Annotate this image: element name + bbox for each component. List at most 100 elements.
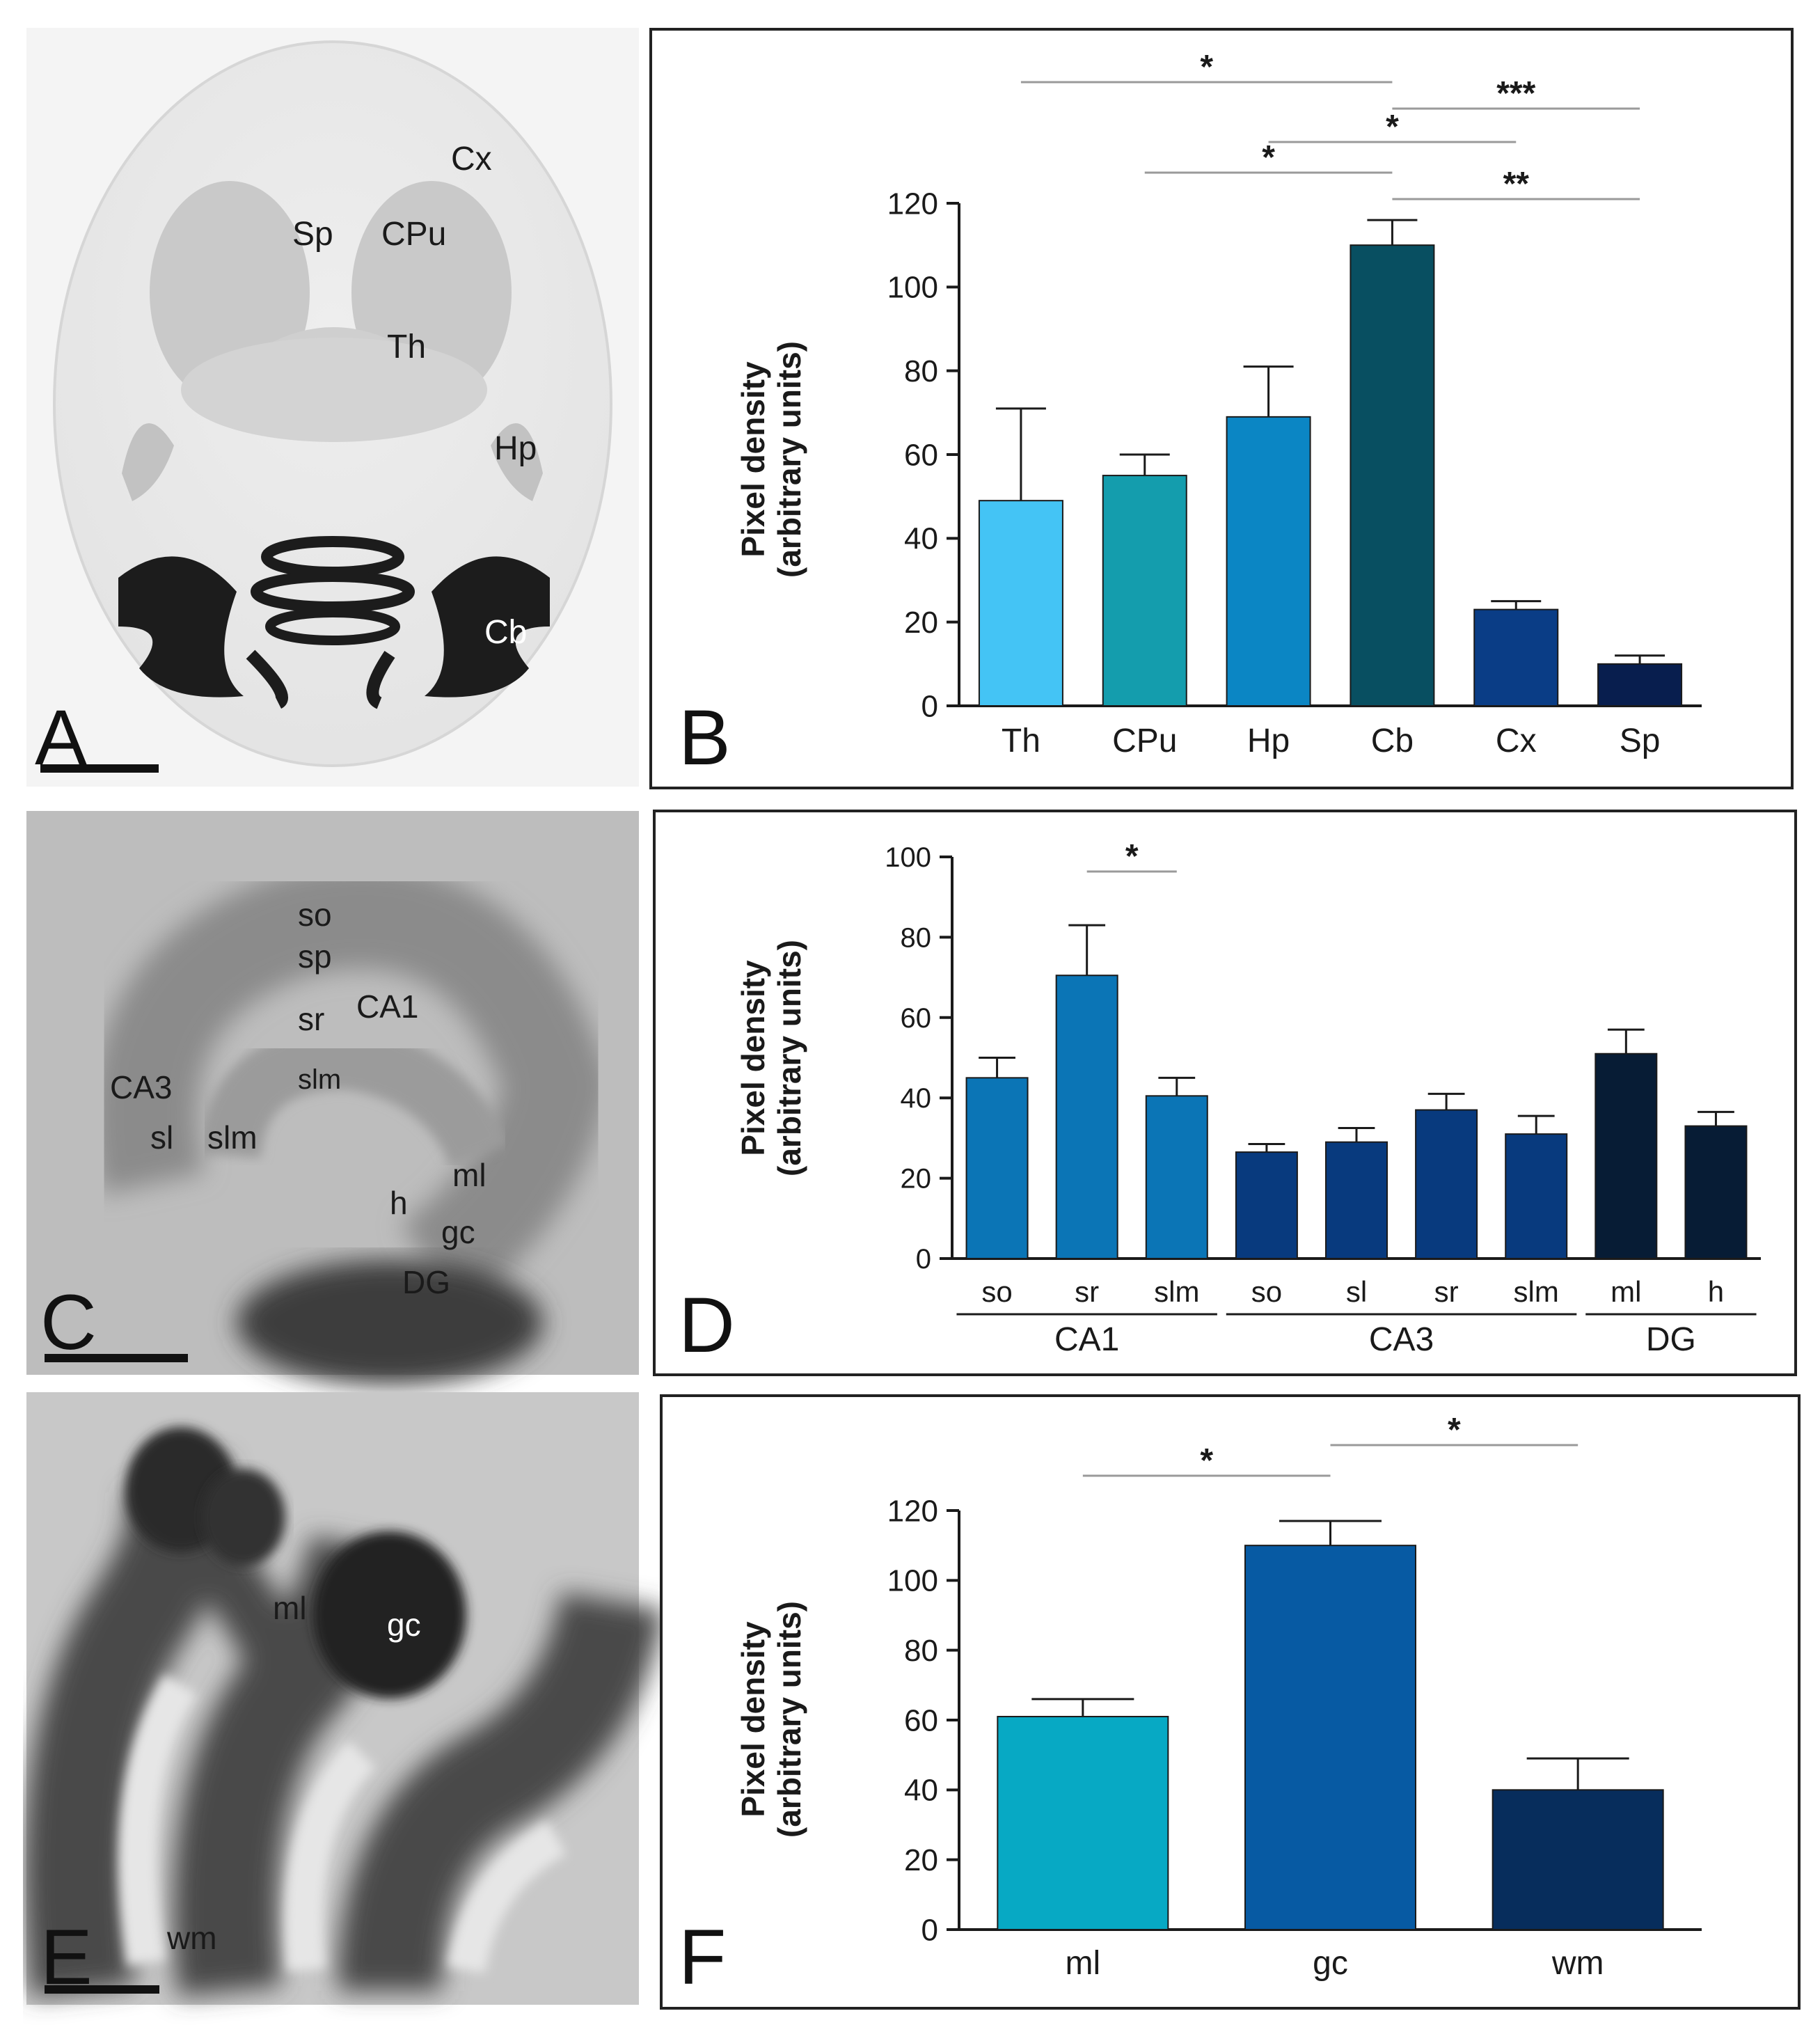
panel-letter-c: C [40,1279,97,1366]
scale-bar-e [45,1985,159,1994]
label-cx: Cx [451,141,492,178]
y-tick-label: 80 [904,354,938,388]
panel-e-image [24,1392,664,2005]
bar [1595,1053,1658,1259]
panel-a-image [26,28,639,787]
y-tick-label: 40 [901,1083,932,1114]
chart-d: 0 20 40 60 80 100 Pixel density (arbitrary unit… [735,838,1761,1358]
significance-marker: * [1448,1412,1461,1449]
category-label: Hp [1247,723,1290,759]
category-label: sr [1075,1275,1099,1308]
category-label: slm [1154,1275,1199,1308]
y-axis-label-line1: Pixel density [735,1621,771,1818]
y-tick-label: 80 [904,1634,938,1668]
bar [1505,1133,1568,1259]
y-tick-label: 60 [904,1703,938,1737]
significance-marker: *** [1496,75,1535,112]
y-tick-label: 100 [885,842,931,873]
bar [1102,475,1187,707]
chart-f: 0 20 40 60 80 100 120 Pixel density (arbitrary u… [735,1412,1702,1982]
label-sp-c: sp [298,938,332,975]
label-ca3: CA3 [110,1069,172,1105]
panel-e-labels: ml gc wm [166,1590,421,1956]
label-wm-e: wm [166,1920,217,1956]
category-label: Sp [1620,723,1661,759]
label-sr: sr [298,1001,324,1037]
y-axis-label-line2: (arbitrary units) [771,1601,807,1838]
bar [1597,663,1683,707]
bar [1325,1141,1388,1260]
y-tick-label: 0 [921,689,938,723]
y-tick-label: 60 [901,1003,932,1034]
panel-c-image [26,811,639,1385]
label-ml-e: ml [273,1590,307,1626]
label-ca1: CA1 [356,988,418,1025]
y-tick-label: 20 [904,606,938,640]
y-tick-label: 100 [887,1564,938,1598]
bar [1473,608,1559,707]
significance-marker: * [1125,838,1139,875]
category-label: slm [1514,1275,1559,1308]
y-tick-label: 20 [904,1843,938,1877]
category-label: sr [1434,1275,1459,1308]
y-axis-label: Pixel density (arbitrary units) [735,1601,807,1838]
category-label: wm [1551,1945,1604,1982]
scale-bar-a [40,764,159,773]
panel-letter-d: D [679,1282,735,1369]
scale-bar-c [45,1354,188,1362]
y-tick-label: 0 [921,1913,938,1947]
category-label: Th [1002,723,1040,759]
category-label: ml [1066,1945,1101,1982]
group-label: CA1 [1054,1321,1119,1358]
bar [965,1077,1029,1259]
group-label: CA3 [1369,1321,1434,1358]
significance-marker: * [1200,49,1213,86]
label-ml-c: ml [452,1157,486,1193]
group-label: DG [1646,1321,1696,1358]
chart-b: 0 20 40 60 80 100 120 Pixel density (arbitrary u… [735,49,1702,759]
y-axis-label-line1: Pixel density [735,960,771,1156]
significance-marker: * [1200,1442,1213,1479]
y-axis-label-line2: (arbitrary units) [771,341,807,578]
label-cpu: CPu [381,216,446,253]
category-label: h [1708,1275,1724,1308]
bar [1145,1095,1208,1259]
panel-c-labels: so sp sr CA1 slm CA3 sl slm ml h gc DG [110,897,486,1300]
bar [1244,1545,1416,1931]
panel-b-frame [649,28,1794,789]
label-gc-c: gc [441,1214,475,1250]
y-axis-label: Pixel density (arbitrary units) [735,940,807,1176]
y-tick-label: 120 [887,187,938,221]
y-axis-label-line2: (arbitrary units) [771,940,807,1176]
category-label: sl [1346,1275,1367,1308]
significance-marker: ** [1503,166,1530,203]
y-tick-label: 60 [904,438,938,472]
category-label: ml [1611,1275,1641,1308]
label-sp: Sp [292,216,333,253]
y-tick-label: 0 [916,1244,931,1275]
y-tick-label: 40 [904,1774,938,1808]
y-axis-label: Pixel density (arbitrary units) [735,341,807,578]
bar [1491,1789,1664,1930]
bar [1415,1109,1478,1260]
label-hp: Hp [494,430,537,467]
bar [1055,975,1118,1259]
significance-marker: * [1262,139,1275,176]
panel-a-labels: Cx Sp CPu Th Hp Cb [292,141,537,651]
y-tick-label: 20 [901,1164,932,1195]
significance-marker: * [1386,109,1399,145]
bar [1235,1151,1298,1259]
cerebellum-folia [118,536,550,709]
label-sl: sl [150,1119,173,1156]
category-label: CPu [1112,723,1177,759]
label-slm-ca3: slm [207,1119,258,1156]
category-label: gc [1313,1945,1348,1982]
label-so: so [298,897,332,933]
bar [1350,244,1435,707]
label-h: h [390,1185,408,1221]
label-dg: DG [402,1264,450,1300]
y-tick-label: 100 [887,271,938,305]
panel-letter-b: B [679,694,731,781]
label-th: Th [387,329,426,365]
y-tick-label: 120 [887,1494,938,1528]
